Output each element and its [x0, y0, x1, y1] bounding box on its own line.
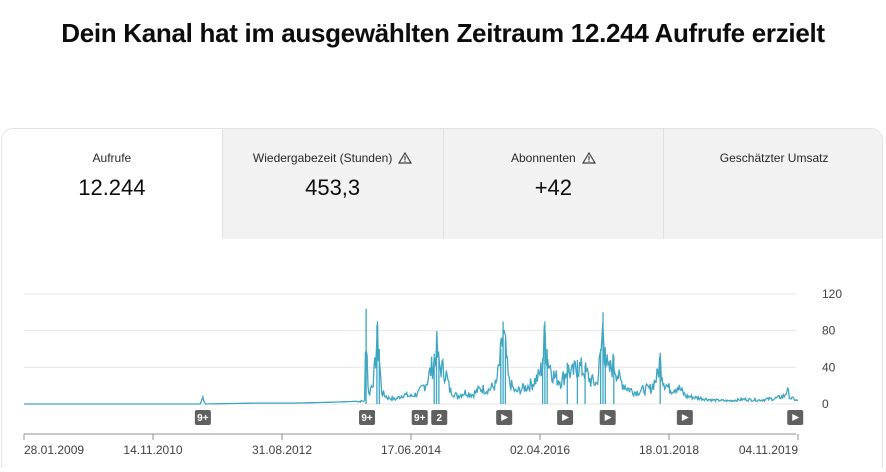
video-count-marker[interactable]: 9+ — [411, 410, 428, 425]
marker-label: 9+ — [197, 413, 209, 424]
marker-box — [411, 410, 428, 425]
video-count-marker[interactable]: 2 — [431, 410, 448, 425]
annotation-markers: 9+ 9+ 9+ 2 — [194, 410, 804, 425]
marker-label: 9+ — [414, 413, 426, 424]
marker-label: 2 — [436, 413, 442, 424]
tab-watch-time-value: 453,3 — [305, 175, 361, 200]
marker-label: 9+ — [361, 413, 373, 424]
x-tick-label: 18.01.2018 — [639, 443, 699, 457]
play-icon — [562, 414, 570, 421]
views-line — [24, 308, 799, 405]
tab-revenue-label: Geschätzter Umsatz — [719, 151, 829, 165]
play-icon — [681, 414, 689, 421]
views-chart: 120 80 40 0 9+ 9+ 9+ 2 28.01.2009 14.11.2010 31.… — [23, 287, 842, 457]
y-tick-label: 40 — [822, 360, 836, 374]
video-marker-play-icon[interactable] — [787, 410, 804, 425]
x-tick-label: 04.11.2019 — [739, 443, 798, 457]
tab-subscribers-value: +42 — [534, 175, 573, 200]
video-marker-play-icon[interactable] — [599, 410, 616, 425]
x-tick-label: 28.01.2009 — [24, 443, 84, 457]
tab-estimated-revenue[interactable]: Geschätzter Umsatz — [663, 129, 882, 239]
x-tick-label: 31.08.2012 — [252, 443, 312, 457]
x-axis-ticks: 28.01.2009 14.11.2010 31.08.2012 17.06.2014… — [23, 434, 799, 457]
tab-views-value: 12.244 — [78, 175, 146, 200]
tab-subscribers[interactable]: Abonnenten +42 — [442, 129, 664, 239]
chart-grid — [24, 293, 796, 405]
tab-subscribers-label: Abonnenten — [511, 151, 596, 165]
metric-tabs: Aufrufe 12.244 Wiedergabezeit (Stunden) … — [2, 129, 882, 239]
y-axis-ticks: 120 80 40 0 — [822, 287, 842, 411]
video-marker-play-icon[interactable] — [676, 410, 693, 425]
marker-box — [359, 410, 376, 425]
marker-box — [194, 410, 211, 425]
marker-box — [431, 410, 448, 425]
video-count-marker[interactable]: 9+ — [359, 410, 376, 425]
y-tick-label: 120 — [822, 287, 842, 301]
x-tick-label: 02.04.2016 — [510, 443, 570, 457]
x-tick-label: 17.06.2014 — [381, 443, 441, 457]
video-marker-play-icon[interactable] — [557, 410, 574, 425]
tab-watch-time[interactable]: Wiedergabezeit (Stunden) 453,3 — [221, 129, 443, 239]
tab-watch-time-label: Wiedergabezeit (Stunden) — [253, 151, 413, 165]
play-icon — [501, 414, 509, 421]
video-count-marker[interactable]: 9+ — [194, 410, 211, 425]
analytics-card: Aufrufe 12.244 Wiedergabezeit (Stunden) … — [1, 128, 883, 468]
page-headline: Dein Kanal hat im ausgewählten Zeitraum … — [61, 18, 825, 48]
play-icon — [792, 414, 800, 421]
y-tick-label: 0 — [822, 397, 829, 411]
warning-icon[interactable] — [581, 152, 596, 164]
tab-views-label: Aufrufe — [92, 151, 132, 165]
tab-views[interactable]: Aufrufe 12.244 — [2, 129, 222, 239]
play-icon — [604, 414, 612, 421]
warning-icon[interactable] — [398, 152, 413, 164]
video-marker-play-icon[interactable] — [496, 410, 513, 425]
y-tick-label: 80 — [822, 324, 836, 338]
x-tick-label: 14.11.2010 — [123, 443, 182, 457]
